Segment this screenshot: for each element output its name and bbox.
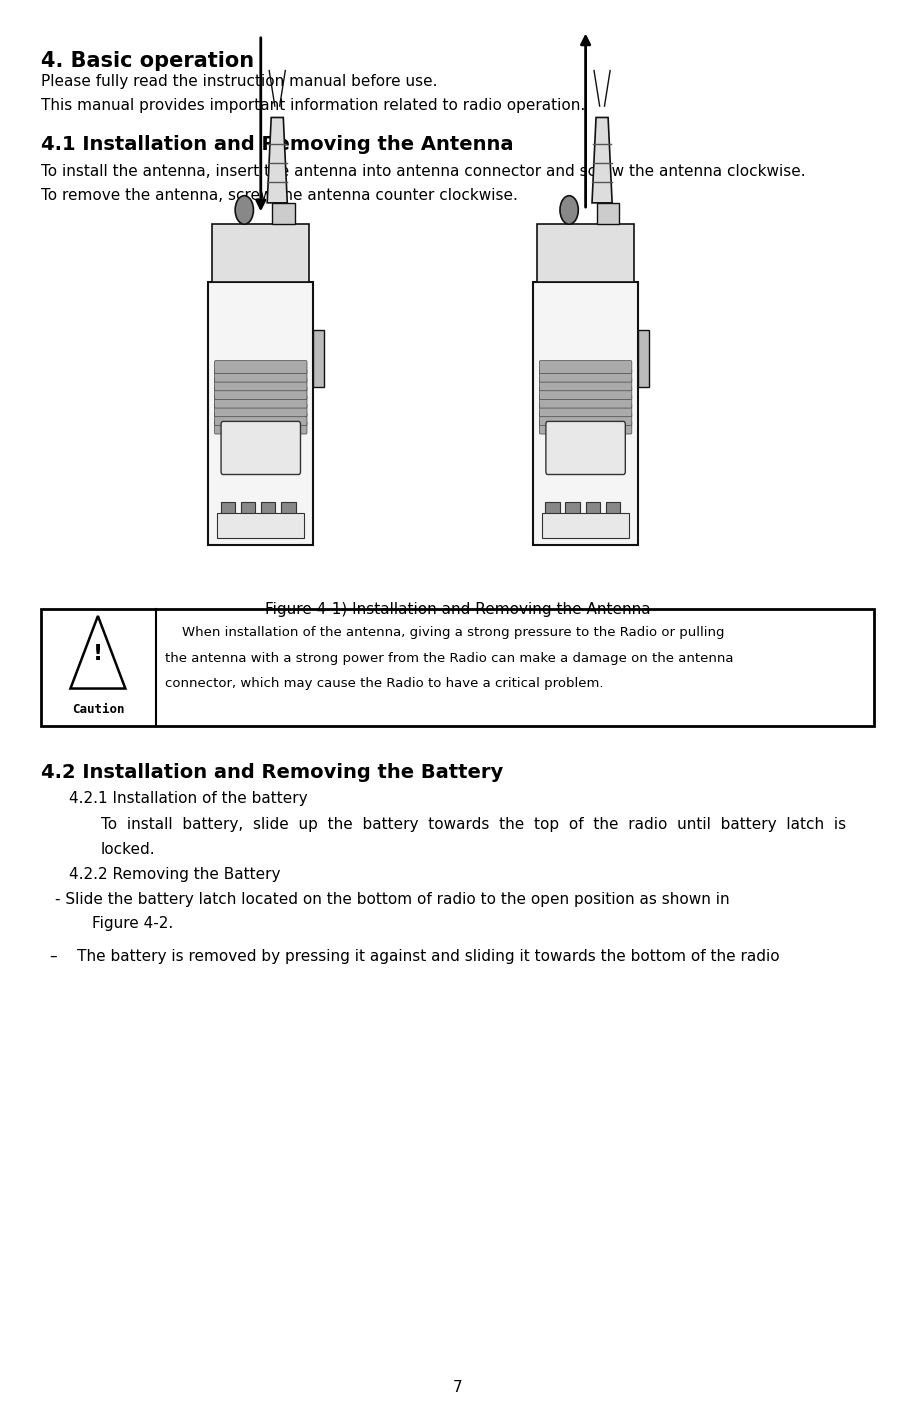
Text: - Slide the battery latch located on the bottom of radio to the open position as: - Slide the battery latch located on the… xyxy=(55,892,729,908)
Text: Please fully read the instruction manual before use.: Please fully read the instruction manual… xyxy=(41,74,437,90)
FancyBboxPatch shape xyxy=(540,413,631,425)
FancyBboxPatch shape xyxy=(214,421,307,434)
Text: connector, which may cause the Radio to have a critical problem.: connector, which may cause the Radio to … xyxy=(165,677,603,690)
Text: 4. Basic operation: 4. Basic operation xyxy=(41,51,254,71)
Bar xyxy=(597,203,619,225)
Bar xyxy=(545,502,560,519)
Bar xyxy=(218,512,304,538)
Polygon shape xyxy=(267,118,287,203)
Text: 7: 7 xyxy=(453,1379,462,1395)
FancyBboxPatch shape xyxy=(540,387,631,400)
FancyBboxPatch shape xyxy=(214,360,307,373)
Text: !: ! xyxy=(92,645,103,665)
FancyBboxPatch shape xyxy=(540,379,631,391)
Bar xyxy=(221,502,235,519)
Bar xyxy=(586,502,600,519)
Bar xyxy=(606,502,620,519)
Text: Caution: Caution xyxy=(71,703,124,716)
FancyBboxPatch shape xyxy=(221,421,300,474)
FancyBboxPatch shape xyxy=(214,404,307,417)
Bar xyxy=(241,502,255,519)
Text: 4.1 Installation and Removing the Antenna: 4.1 Installation and Removing the Antenn… xyxy=(41,135,513,154)
Text: When installation of the antenna, giving a strong pressure to the Radio or pulli: When installation of the antenna, giving… xyxy=(165,626,724,639)
FancyBboxPatch shape xyxy=(214,387,307,400)
Bar xyxy=(212,225,309,282)
Circle shape xyxy=(235,196,253,225)
Bar xyxy=(537,225,634,282)
FancyBboxPatch shape xyxy=(540,360,631,373)
Text: the antenna with a strong power from the Radio can make a damage on the antenna: the antenna with a strong power from the… xyxy=(165,652,733,665)
FancyBboxPatch shape xyxy=(540,396,631,408)
Text: 4.2.2 Removing the Battery: 4.2.2 Removing the Battery xyxy=(69,867,280,882)
Polygon shape xyxy=(592,118,612,203)
Text: 4.2 Installation and Removing the Battery: 4.2 Installation and Removing the Batter… xyxy=(41,763,503,781)
Text: 4.2.1 Installation of the battery: 4.2.1 Installation of the battery xyxy=(69,791,307,807)
Bar xyxy=(542,512,630,538)
Polygon shape xyxy=(70,616,125,689)
Bar xyxy=(272,203,295,225)
FancyBboxPatch shape xyxy=(214,396,307,408)
Text: –    The battery is removed by pressing it against and sliding it towards the bo: – The battery is removed by pressing it … xyxy=(50,949,780,965)
Bar xyxy=(313,330,324,387)
Bar xyxy=(639,330,650,387)
FancyBboxPatch shape xyxy=(214,370,307,383)
Circle shape xyxy=(560,196,578,225)
FancyBboxPatch shape xyxy=(540,404,631,417)
Text: Figure 4-2.: Figure 4-2. xyxy=(92,916,173,932)
Text: To  install  battery,  slide  up  the  battery  towards  the  top  of  the  radi: To install battery, slide up the battery… xyxy=(101,817,845,832)
FancyBboxPatch shape xyxy=(214,379,307,391)
FancyBboxPatch shape xyxy=(540,370,631,383)
Bar xyxy=(41,609,874,726)
Bar xyxy=(208,282,313,545)
Bar xyxy=(261,502,275,519)
Text: To install the antenna, insert the antenna into antenna connector and screw the : To install the antenna, insert the anten… xyxy=(41,164,806,179)
Text: This manual provides important information related to radio operation.: This manual provides important informati… xyxy=(41,98,586,114)
FancyBboxPatch shape xyxy=(214,413,307,425)
Text: Figure 4-1) Installation and Removing the Antenna: Figure 4-1) Installation and Removing th… xyxy=(264,602,651,618)
Bar xyxy=(533,282,639,545)
Bar xyxy=(281,502,296,519)
Bar xyxy=(565,502,580,519)
FancyBboxPatch shape xyxy=(540,421,631,434)
Text: locked.: locked. xyxy=(101,842,156,858)
Text: To remove the antenna, screw the antenna counter clockwise.: To remove the antenna, screw the antenna… xyxy=(41,188,518,203)
FancyBboxPatch shape xyxy=(546,421,625,474)
